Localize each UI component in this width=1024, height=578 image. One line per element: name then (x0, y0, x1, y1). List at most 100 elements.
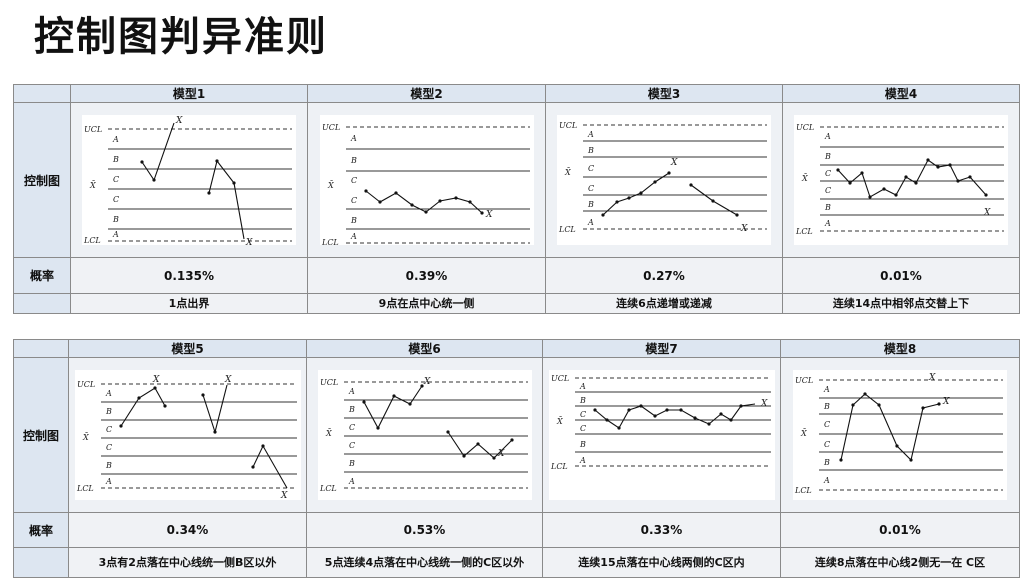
zone-label: C (580, 424, 586, 433)
point-label: X (760, 399, 768, 409)
center-label: X̄ (89, 181, 96, 190)
zone-label: A (587, 130, 594, 139)
zone-label: C (825, 169, 831, 178)
zone-label: C (113, 195, 119, 204)
model-4-control-chart: UCL LCL X̄ A B C C B A (794, 115, 1008, 245)
ucl-label: UCL (795, 376, 813, 385)
zone-label: A (579, 382, 586, 391)
ucl-label: UCL (322, 123, 340, 132)
point-label: X (928, 373, 936, 383)
table-corner (13, 84, 71, 103)
model-3-chart-cell: UCL LCL X̄ A B C C B A (545, 102, 783, 258)
zone-label: B (579, 440, 586, 449)
lcl-label: LCL (795, 227, 813, 236)
rules-table-2: 模型5 模型6 模型7 模型8 控制图 UCL LCL X̄ (13, 339, 1020, 578)
model-5-probability: 0.34% (68, 512, 307, 548)
zone-label: B (105, 461, 112, 470)
zone-label: A (823, 385, 830, 394)
lcl-label: LCL (321, 238, 339, 245)
model-2-control-chart: UCL LCL X̄ A B C C B A X (319, 115, 534, 245)
row-label-chart: 控制图 (13, 357, 69, 513)
lcl-label: LCL (550, 462, 568, 471)
zone-label: A (348, 477, 355, 486)
zone-label: B (824, 203, 831, 212)
zone-label: B (587, 146, 594, 155)
model-1-control-chart: UCL LCL X̄ A B C C B A (82, 115, 296, 245)
point-label: X (224, 375, 232, 385)
zone-label: C (580, 410, 586, 419)
zone-label: B (579, 396, 586, 405)
page-title: 控制图判异准则 (34, 14, 328, 60)
zone-label: C (351, 176, 357, 185)
zone-label: A (105, 477, 112, 486)
zone-label: C (824, 440, 830, 449)
ucl-label: UCL (77, 380, 95, 389)
point-label: X (280, 491, 288, 500)
zone-label: C (824, 420, 830, 429)
point-label: X (245, 238, 253, 245)
model-8-chart-cell: UCL LCL X̄ A B C C B A X (780, 357, 1020, 513)
model-2-description: 9点在点中心统一侧 (307, 293, 546, 314)
zone-label: C (106, 443, 112, 452)
model-3-probability: 0.27% (545, 257, 783, 294)
model-8-probability: 0.01% (780, 512, 1020, 548)
model-7-control-chart: UCL LCL X̄ A B C C B A (548, 370, 775, 500)
zone-label: B (350, 156, 357, 165)
ucl-label: UCL (559, 121, 577, 130)
point-label: X (497, 449, 505, 459)
model-6-description: 5点连续4点落在中心线统一侧的C区以外 (306, 547, 543, 578)
zone-label: C (106, 425, 112, 434)
zone-label: A (350, 232, 357, 241)
zone-label: B (824, 152, 831, 161)
lcl-label: LCL (558, 225, 576, 234)
model-5-control-chart: UCL LCL X̄ A B C C B A (74, 370, 301, 500)
model-7-chart-cell: UCL LCL X̄ A B C C B A (542, 357, 781, 513)
model-6-header: 模型6 (306, 339, 543, 358)
point-label: X (942, 397, 950, 407)
zone-label: A (350, 134, 357, 143)
zone-label: B (587, 200, 594, 209)
model-8-header: 模型8 (780, 339, 1020, 358)
model-5-chart-cell: UCL LCL X̄ A B C C B A (68, 357, 307, 513)
zone-label: C (351, 196, 357, 205)
row-label-chart: 控制图 (13, 102, 71, 258)
center-label: X̄ (325, 429, 332, 438)
zone-label: B (348, 405, 355, 414)
model-7-description: 连续15点落在中心线两侧的C区内 (542, 547, 781, 578)
point-label: X (485, 210, 493, 220)
point-label: X (423, 377, 431, 387)
zone-label: A (824, 132, 831, 141)
lcl-label: LCL (83, 236, 101, 245)
zone-label: A (824, 219, 831, 228)
model-1-probability: 0.135% (70, 257, 308, 294)
ucl-label: UCL (84, 125, 102, 134)
zone-label: A (823, 476, 830, 485)
model-2-header: 模型2 (307, 84, 546, 103)
model-3-control-chart: UCL LCL X̄ A B C C B A (557, 115, 771, 245)
zone-label: A (348, 387, 355, 396)
model-2-probability: 0.39% (307, 257, 546, 294)
center-label: X̄ (800, 429, 807, 438)
center-label: X̄ (801, 174, 808, 183)
zone-label: B (350, 216, 357, 225)
ucl-label: UCL (796, 123, 814, 132)
model-1-header: 模型1 (70, 84, 308, 103)
model-2-chart-cell: UCL LCL X̄ A B C C B A X (307, 102, 546, 258)
model-4-description: 连续14点中相邻点交替上下 (782, 293, 1020, 314)
point-label: X (152, 375, 160, 385)
model-4-probability: 0.01% (782, 257, 1020, 294)
zone-label: B (348, 459, 355, 468)
model-4-header: 模型4 (782, 84, 1020, 103)
model-6-control-chart: UCL LCL X̄ A B C C B A (317, 370, 532, 500)
row-label-empty (13, 547, 69, 578)
zone-label: C (113, 175, 119, 184)
zone-label: C (588, 164, 594, 173)
center-label: X̄ (564, 168, 571, 177)
center-label: X̄ (327, 181, 334, 190)
zone-label: C (825, 186, 831, 195)
model-8-description: 连续8点落在中心线2侧无一在 C区 (780, 547, 1020, 578)
row-label-probability: 概率 (13, 512, 69, 548)
model-6-probability: 0.53% (306, 512, 543, 548)
center-label: X̄ (82, 433, 89, 442)
point-label: X (983, 208, 991, 218)
